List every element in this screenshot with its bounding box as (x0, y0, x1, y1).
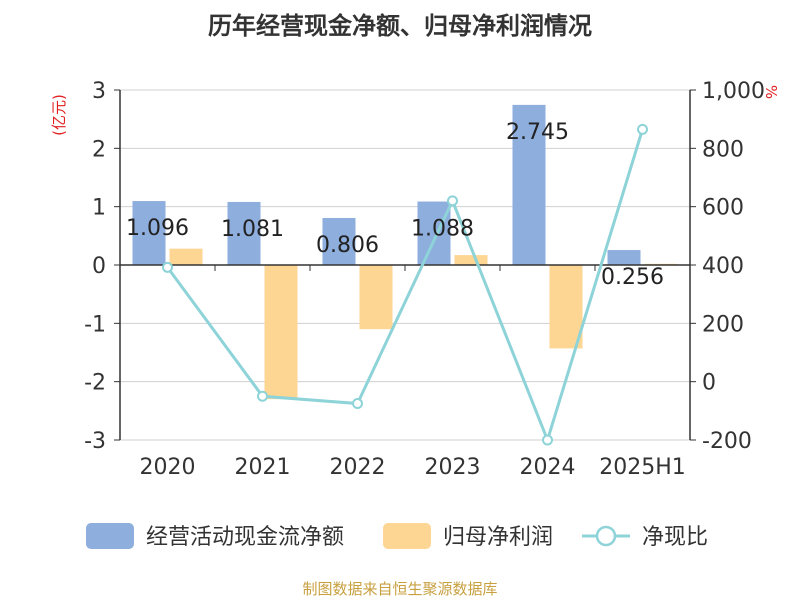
bar-net-profit (169, 248, 203, 265)
data-label: 1.081 (221, 217, 284, 242)
legend-label-operating-cash-flow: 经营活动现金流净额 (146, 525, 344, 550)
left-axis-unit: (亿元) (50, 94, 68, 136)
ratio-point (257, 390, 268, 402)
data-label: 1.096 (126, 216, 189, 241)
x-tick-label: 2025H1 (599, 455, 686, 480)
x-tick-label: 2020 (140, 455, 196, 480)
ratio-point (352, 398, 363, 410)
left-tick-label: -2 (84, 371, 106, 396)
right-axis-unit: % (762, 85, 780, 99)
bar-operating-cash-flow (417, 201, 451, 265)
legend-swatch-operating-cash-flow (86, 523, 134, 549)
data-label: 0.256 (601, 265, 664, 290)
ratio-line (166, 128, 644, 445)
x-tick-label: 2021 (235, 455, 291, 480)
bar-net-profit (264, 265, 298, 400)
legend-label-ratio: 净现比 (642, 525, 708, 550)
x-tick-label: 2024 (520, 455, 576, 480)
bar-net-profit (549, 265, 583, 349)
chart-title: 历年经营现金净额、归母净利润情况 (208, 12, 592, 40)
left-tick-label: -3 (84, 429, 106, 454)
x-tick-label: 2022 (330, 455, 386, 480)
x-tick-label: 2023 (425, 455, 481, 480)
legend-marker-ratio (595, 525, 617, 547)
left-tick-label: 1 (92, 196, 106, 221)
right-tick-label: 200 (702, 312, 744, 337)
data-label: 1.088 (411, 217, 474, 242)
right-tick-label: 400 (702, 254, 744, 279)
right-tick-label: 800 (702, 137, 744, 162)
ratio-point (542, 434, 553, 446)
bar-operating-cash-flow (132, 201, 166, 265)
right-tick-label: 0 (702, 371, 716, 396)
left-tick-label: 2 (92, 137, 106, 162)
right-tick-label: 600 (702, 196, 744, 221)
legend-label-net-profit: 归母净利润 (443, 525, 553, 550)
source-note: 制图数据来自恒生聚源数据库 (302, 580, 498, 598)
data-label: 0.806 (316, 233, 379, 258)
left-tick-label: -1 (84, 312, 106, 337)
bar-operating-cash-flow (512, 104, 546, 265)
left-tick-label: 3 (92, 79, 106, 104)
ratio-point (637, 123, 648, 135)
bar-operating-cash-flow (607, 250, 641, 265)
ratio-point (162, 261, 173, 273)
bar-net-profit (454, 255, 488, 265)
bar-operating-cash-flow (322, 217, 356, 265)
data-label: 2.745 (506, 120, 569, 145)
right-tick-label: 1,000 (702, 79, 765, 104)
bar-net-profit (359, 265, 393, 330)
ratio-point (447, 195, 458, 207)
right-tick-label: -200 (702, 429, 752, 454)
legend-swatch-net-profit (383, 523, 431, 549)
left-tick-label: 0 (92, 254, 106, 279)
bar-operating-cash-flow (227, 201, 261, 265)
